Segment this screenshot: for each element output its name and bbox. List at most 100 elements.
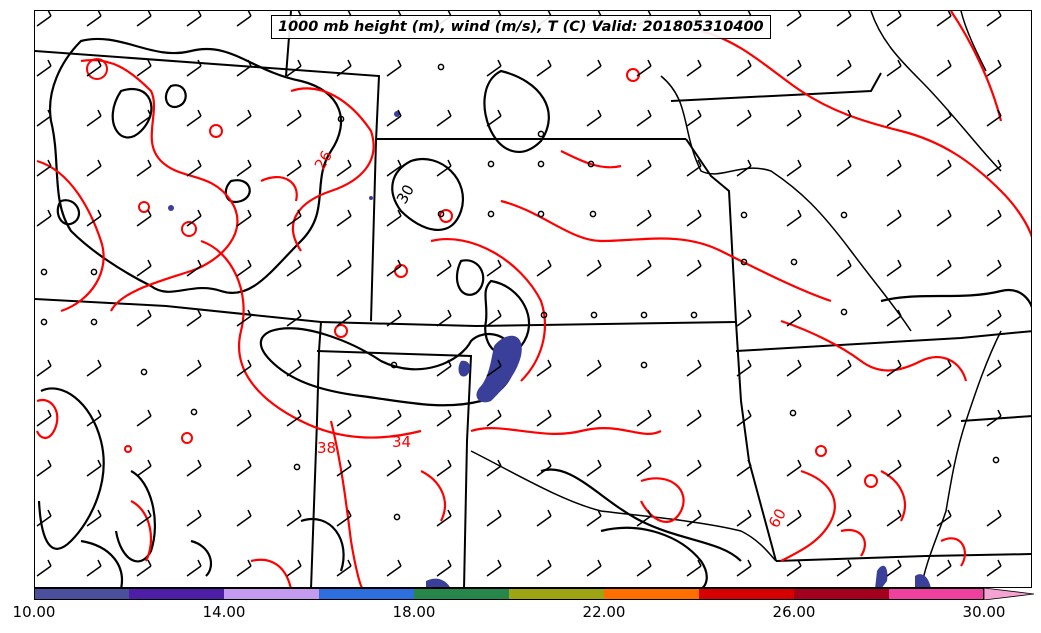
- wind-barb: [286, 559, 302, 577]
- wind-barb: [636, 159, 652, 177]
- wind-barb: [936, 209, 952, 227]
- calm-wind-circle: [40, 318, 48, 326]
- wind-barb: [786, 459, 802, 477]
- wind-barb: [886, 459, 902, 477]
- wind-barb: [836, 11, 852, 27]
- calm-wind-circle: [587, 160, 595, 168]
- wind-barb: [386, 259, 402, 277]
- calm-wind-circle: [40, 268, 48, 276]
- wind-barb: [636, 59, 652, 77]
- wind-barb: [436, 459, 452, 477]
- colorbar: [34, 588, 1035, 600]
- wind-barb: [486, 359, 502, 377]
- colorbar-segment: [699, 588, 794, 600]
- calm-wind-circle: [140, 368, 148, 376]
- wind-barb: [886, 159, 902, 177]
- wind-barb: [236, 409, 252, 427]
- wind-barb: [736, 509, 752, 527]
- colorbar-segment: [794, 588, 889, 600]
- wind-barb: [636, 509, 652, 527]
- colorbar-segment: [509, 588, 604, 600]
- wind-barb: [286, 159, 302, 177]
- wind-barb: [786, 159, 802, 177]
- wind-barb: [986, 309, 1002, 327]
- height-contours: [37, 37, 1031, 587]
- colorbar-segment: [34, 588, 129, 600]
- wind-barb: [536, 59, 552, 77]
- wind-barb: [286, 309, 302, 327]
- calm-wind-circle: [537, 130, 545, 138]
- wind-barb: [186, 59, 202, 77]
- colorbar-tick-label: 18.00: [392, 603, 436, 621]
- wind-barb: [886, 11, 902, 27]
- colorbar-tick-label: 14.00: [202, 603, 246, 621]
- wind-barb: [586, 259, 602, 277]
- wind-barb: [286, 259, 302, 277]
- wind-barb: [586, 509, 602, 527]
- wind-barb: [636, 109, 652, 127]
- wind-barb: [886, 59, 902, 77]
- wind-barb: [736, 559, 752, 577]
- wind-barb: [936, 509, 952, 527]
- wind-barb: [136, 209, 152, 227]
- wind-barb: [236, 109, 252, 127]
- wind-barb: [86, 359, 102, 377]
- wind-barb: [36, 11, 52, 27]
- wind-barb: [886, 409, 902, 427]
- colorbar-extend-arrow: [983, 588, 1035, 600]
- wind-barb: [786, 59, 802, 77]
- wind-barb: [186, 109, 202, 127]
- wind-barb: [586, 459, 602, 477]
- wind-barb: [136, 109, 152, 127]
- calm-wind-circle: [590, 311, 598, 319]
- wind-barb: [936, 109, 952, 127]
- wind-barb: [686, 159, 702, 177]
- wind-barb: [136, 509, 152, 527]
- wind-barb: [886, 559, 902, 577]
- wind-barb: [236, 11, 252, 27]
- temperature-contours: [35, 11, 1031, 587]
- colorbar-tick-label: 30.00: [962, 603, 1006, 621]
- wind-barb: [36, 59, 52, 77]
- wind-barb: [36, 459, 52, 477]
- wind-barb: [586, 359, 602, 377]
- wind-speed-shading: [168, 111, 931, 587]
- wind-barb: [36, 359, 52, 377]
- wind-barb: [36, 109, 52, 127]
- wind-barb: [286, 359, 302, 377]
- wind-barb: [186, 309, 202, 327]
- wind-barb: [36, 159, 52, 177]
- wind-barb: [236, 209, 252, 227]
- wind-barb: [136, 559, 152, 577]
- wind-barb: [536, 359, 552, 377]
- colorbar-segment: [129, 588, 224, 600]
- calm-wind-circle: [437, 63, 445, 71]
- wind-barb: [386, 459, 402, 477]
- wind-barb: [236, 559, 252, 577]
- wind-barb: [686, 109, 702, 127]
- wind-barb: [136, 309, 152, 327]
- wind-barb: [186, 159, 202, 177]
- wind-barb: [686, 459, 702, 477]
- wind-barb: [936, 309, 952, 327]
- wind-barb: [286, 209, 302, 227]
- colorbar-tick-label: 26.00: [772, 603, 816, 621]
- wind-barb: [986, 209, 1002, 227]
- wind-barb: [286, 59, 302, 77]
- colorbar-segment: [414, 588, 509, 600]
- wind-barb: [386, 559, 402, 577]
- wind-barb: [936, 359, 952, 377]
- calm-wind-circle: [740, 211, 748, 219]
- wind-barb: [336, 409, 352, 427]
- wind-barb: [36, 509, 52, 527]
- map-title: 1000 mb height (m), wind (m/s), T (C) Va…: [271, 15, 771, 39]
- wind-barb: [636, 259, 652, 277]
- wind-barb: [636, 409, 652, 427]
- wind-barb: [386, 409, 402, 427]
- calm-wind-circle: [190, 408, 198, 416]
- colorbar-segment: [604, 588, 699, 600]
- wind-barb: [936, 559, 952, 577]
- wind-barb: [986, 59, 1002, 77]
- calm-wind-circle: [640, 361, 648, 369]
- wind-barb: [536, 259, 552, 277]
